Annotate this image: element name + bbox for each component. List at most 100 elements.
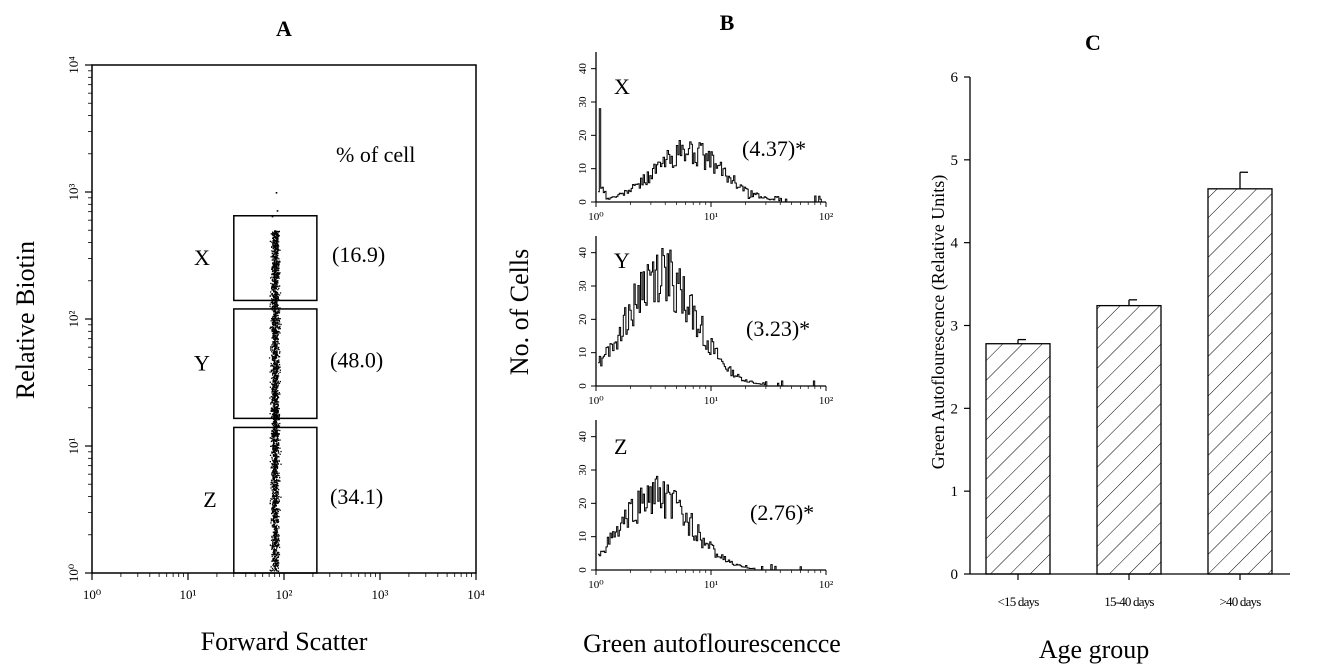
panel-a-point xyxy=(275,513,277,515)
panel-a-point xyxy=(271,337,273,339)
panel-a-point xyxy=(272,378,275,381)
panel-a-point xyxy=(272,318,274,320)
panel-a-point xyxy=(276,357,278,359)
panel-a-point xyxy=(272,552,274,554)
panel-a-point xyxy=(275,568,277,570)
panel-a-point xyxy=(271,546,273,548)
panel-a-point xyxy=(275,533,277,535)
panel-a-point xyxy=(277,396,279,398)
panel-a-point xyxy=(280,323,282,326)
panel-a-point xyxy=(273,285,275,288)
panel-a-point xyxy=(273,498,276,501)
panel-a-point xyxy=(272,247,274,249)
panel-a-point xyxy=(275,242,277,245)
panel-a-point xyxy=(275,291,277,294)
panel-a-point xyxy=(270,522,272,524)
panel-a-point xyxy=(273,399,275,401)
panel-a-point xyxy=(270,570,272,572)
panel-a-point xyxy=(275,442,278,445)
panel-a-point xyxy=(273,285,275,287)
panel-a-y-tick-label: 10³ xyxy=(66,183,81,200)
panel-a-point xyxy=(273,470,275,472)
panel-a-point xyxy=(277,332,279,334)
panel-a-point xyxy=(279,249,281,251)
panel-a-point xyxy=(276,368,278,370)
panel-a-point xyxy=(273,542,276,545)
panel-a-point xyxy=(275,354,277,356)
panel-a-point xyxy=(272,563,275,566)
panel-a-point xyxy=(274,538,276,540)
panel-a-point xyxy=(273,362,275,365)
panel-a-point xyxy=(276,235,278,237)
panel-a-point xyxy=(277,373,280,375)
panel-a-point xyxy=(276,402,278,404)
panel-a-point xyxy=(273,446,275,448)
panel-a-point xyxy=(278,287,280,290)
panel-a-point xyxy=(273,436,275,439)
panel-b-x-tick-label: 10¹ xyxy=(704,579,718,591)
panel-b-histogram-label: X xyxy=(614,74,630,99)
panel-a-point xyxy=(276,438,278,440)
panel-a-point xyxy=(275,508,277,511)
panel-a-point xyxy=(275,298,277,300)
panel-a-point xyxy=(276,439,278,441)
panel-a-point xyxy=(276,488,278,490)
panel-a-point xyxy=(275,376,277,378)
panel-a-point xyxy=(275,271,277,273)
panel-a-point xyxy=(275,241,277,244)
panel-a-point xyxy=(272,504,275,506)
panel-a-point xyxy=(277,434,279,436)
panel-b-x-tick-label: 10⁰ xyxy=(588,395,604,407)
panel-a-point xyxy=(273,432,276,434)
panel-a-point xyxy=(274,438,276,440)
panel-a-point xyxy=(274,250,277,252)
panel-a-point xyxy=(277,508,279,510)
panel-a-point xyxy=(276,565,279,568)
panel-a-point xyxy=(273,253,275,255)
panel-a-point xyxy=(276,561,278,563)
panel-a-point xyxy=(275,362,277,364)
panel-a-point xyxy=(276,252,278,254)
panel-a-point xyxy=(273,271,275,273)
panel-a-point xyxy=(278,328,280,330)
panel-a-point xyxy=(278,425,280,428)
panel-a-point xyxy=(275,356,277,359)
panel-a-point xyxy=(277,384,280,386)
panel-a-point xyxy=(278,408,280,410)
panel-a-point xyxy=(274,416,276,419)
panel-a-point xyxy=(277,289,279,291)
panel-a-point xyxy=(277,413,279,415)
panel-a-point xyxy=(275,391,277,394)
panel-a-point xyxy=(275,500,277,502)
panel-a-point xyxy=(275,399,277,401)
panel-a-point xyxy=(274,436,276,438)
panel-a-point xyxy=(274,327,276,329)
panel-a-point xyxy=(272,355,274,358)
panel-a-point xyxy=(273,361,276,363)
panel-a-point xyxy=(278,489,280,491)
panel-b-y-tick-label: 10 xyxy=(577,163,589,175)
panel-a-point xyxy=(274,349,276,352)
panel-a-point xyxy=(275,312,278,314)
panel-a-point xyxy=(274,253,276,255)
panel-a-point xyxy=(272,451,274,454)
panel-a-point xyxy=(273,283,276,285)
panel-a-point xyxy=(275,549,278,551)
panel-a-point xyxy=(276,245,278,247)
panel-a-point xyxy=(275,272,278,274)
panel-a-point xyxy=(273,483,275,485)
panel-a-point xyxy=(278,360,280,362)
panel-b-histogram-label: Z xyxy=(614,434,627,459)
panel-a-point xyxy=(275,527,277,530)
panel-b-y-label: No. of Cells xyxy=(505,249,534,375)
panel-a-point xyxy=(269,240,271,243)
panel-a-point xyxy=(274,380,276,382)
panel-b-mean-label: (2.76)* xyxy=(750,500,814,525)
panel-a-point xyxy=(269,437,271,439)
panel-a-point xyxy=(272,278,274,280)
panel-a-point xyxy=(272,410,274,412)
panel-a-point xyxy=(276,403,279,405)
panel-a-point xyxy=(278,267,280,270)
panel-a-point xyxy=(273,383,275,385)
panel-a-point xyxy=(274,323,277,325)
